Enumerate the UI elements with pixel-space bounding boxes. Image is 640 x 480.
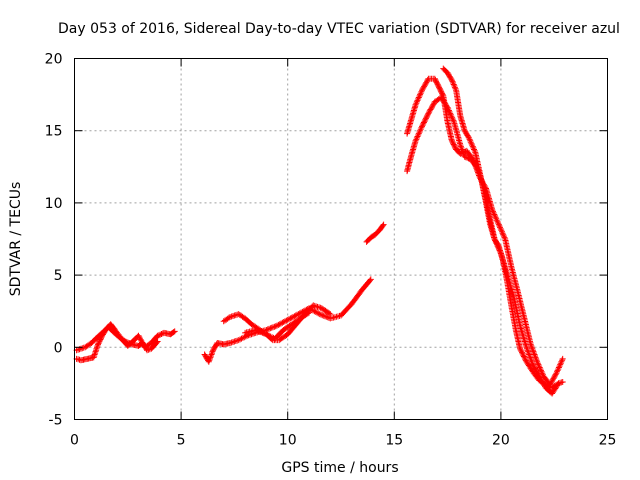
x-tick-label: 20 (492, 433, 510, 449)
series-track-2 (73, 324, 161, 354)
series-track-6 (363, 221, 387, 245)
y-tick-label: -5 (49, 413, 63, 429)
data-points (73, 65, 566, 397)
y-tick-label: 15 (45, 124, 63, 140)
data-markers (404, 75, 566, 388)
y-tick-label: 0 (54, 340, 63, 356)
x-tick-label: 0 (70, 433, 79, 449)
data-markers (73, 324, 161, 354)
plot-frame (74, 58, 608, 420)
y-tick-label: 20 (45, 52, 63, 68)
y-tick-label: 5 (54, 268, 63, 284)
x-tick-label: 25 (599, 433, 617, 449)
y-axis-label: SDTVAR / TECUs (8, 182, 24, 297)
grid-lines (74, 58, 608, 420)
x-tick-label: 15 (385, 433, 403, 449)
series-track-7 (404, 94, 566, 391)
axis-ticks (74, 58, 608, 420)
data-markers (440, 65, 562, 397)
series-track-9 (440, 65, 562, 397)
x-tick-labels: 0 5 10 15 20 25 (70, 433, 616, 449)
x-tick-label: 5 (177, 433, 186, 449)
data-markers (242, 309, 312, 342)
x-tick-label: 10 (279, 433, 297, 449)
series-track-5 (242, 309, 312, 342)
y-tick-labels: -5 0 5 10 15 20 (45, 52, 63, 429)
series-track-8 (404, 75, 566, 388)
data-markers (404, 94, 566, 391)
y-tick-label: 10 (45, 196, 63, 212)
x-axis-label: GPS time / hours (281, 460, 398, 476)
chart-title: Day 053 of 2016, Sidereal Day-to-day VTE… (58, 21, 620, 37)
data-markers (363, 221, 387, 245)
